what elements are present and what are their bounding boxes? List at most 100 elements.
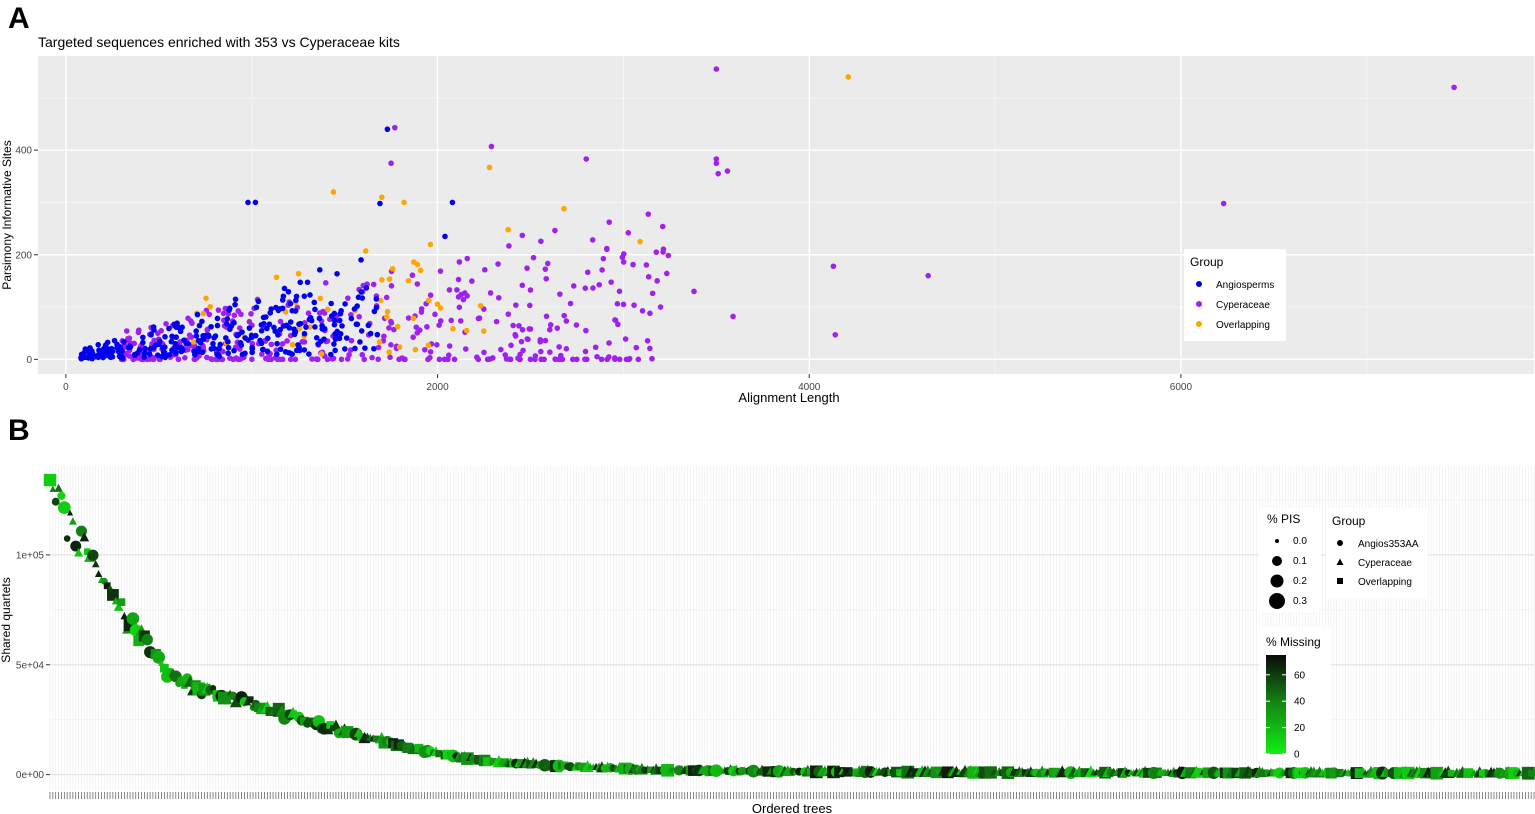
chart-a-point-angiosperms: [306, 351, 312, 357]
chart-a-point-angiosperms: [150, 324, 157, 330]
chart-a-point-cyperaceae: [322, 280, 329, 286]
chart-a-point-angiosperms: [160, 345, 166, 351]
chart-a-point-overlapping: [379, 277, 385, 283]
chart-a-point-angiosperms: [343, 335, 350, 341]
chart-b-y-tick-label: 1e+05: [16, 550, 45, 561]
chart-b-point-overlapping: [1159, 769, 1166, 777]
chart-a-point-angiosperms: [279, 297, 286, 303]
chart-a-point-angiosperms: [297, 279, 304, 286]
chart-a-point-cyperaceae: [527, 356, 534, 363]
chart-b-legend-missing-title: % Missing: [1266, 635, 1321, 649]
chart-a-point-cyperaceae: [329, 356, 336, 362]
chart-a-point-angiosperms: [274, 340, 280, 347]
chart-a-legend-label-angiosperms: Angiosperms: [1216, 280, 1274, 291]
chart-b-ylabel: Shared quartets: [0, 577, 13, 662]
chart-a-point-overlapping: [207, 303, 213, 310]
chart-b-point-overlapping: [762, 766, 773, 777]
chart-a-point-cyperaceae: [231, 312, 238, 319]
panel-label-b: B: [8, 414, 30, 447]
chart-a-point-cyperaceae: [375, 344, 382, 351]
chart-a-point-angiosperms: [357, 339, 363, 345]
chart-a-point-overlapping: [637, 238, 643, 245]
chart-a-point-cyperaceae: [314, 356, 321, 363]
chart-a-point-angiosperms: [79, 355, 85, 362]
chart-a-point-cyperaceae: [248, 310, 254, 317]
chart-a-point-cyperaceae: [519, 282, 526, 289]
chart-b-point-overlapping: [406, 744, 414, 752]
chart-a-point-overlapping: [450, 325, 456, 332]
chart-a-point-cyperaceae: [608, 279, 614, 285]
chart-b-point-angios353aa: [152, 650, 166, 664]
chart-a-point-angiosperms: [214, 322, 221, 329]
chart-a-point-overlapping: [200, 310, 207, 317]
chart-b-point-cyperaceae: [49, 485, 57, 492]
chart-a-point-cyperaceae: [301, 339, 308, 345]
chart-a-x-tick-label: 4000: [798, 382, 821, 393]
chart-b-y-tick-label: 0e+00: [16, 770, 45, 781]
chart-a-y-tick-label: 400: [15, 146, 32, 157]
chart-a-point-cyperaceae: [436, 322, 442, 328]
chart-a-point-cyperaceae: [469, 278, 475, 284]
chart-a-point-angiosperms: [258, 340, 265, 347]
chart-a-point-cyperaceae: [287, 356, 294, 363]
chart-a-point-angiosperms: [277, 326, 283, 333]
chart-a-point-cyperaceae: [832, 331, 839, 338]
chart-a-point-cyperaceae: [383, 294, 390, 301]
chart-a-point-cyperaceae: [649, 290, 656, 297]
chart-a-point-angiosperms: [203, 332, 210, 339]
chart-a-point-overlapping: [190, 339, 197, 345]
chart-a-point-overlapping: [414, 261, 421, 268]
chart-a-point-cyperaceae: [659, 223, 666, 230]
chart-a-point-cyperaceae: [691, 288, 697, 295]
chart-a-point-cyperaceae: [490, 355, 496, 361]
chart-a-point-angiosperms: [162, 334, 168, 340]
chart-a-point-cyperaceae: [454, 287, 460, 293]
chart-a-point-cyperaceae: [346, 351, 352, 358]
chart-a-point-angiosperms: [195, 345, 202, 352]
chart-a-point-cyperaceae: [388, 283, 395, 289]
chart-a-point-angiosperms: [336, 335, 343, 342]
chart-a-point-angiosperms: [301, 330, 308, 337]
chart-a-point-angiosperms: [245, 199, 251, 206]
chart-a-point-cyperaceae: [925, 272, 931, 279]
chart-a-point-cyperaceae: [279, 341, 286, 347]
chart-a-point-cyperaceae: [630, 261, 636, 268]
chart-a-point-angiosperms: [225, 338, 231, 345]
chart-a-point-angiosperms: [255, 298, 262, 305]
chart-a-point-angiosperms: [358, 257, 364, 263]
chart-a-legend-label-overlapping: Overlapping: [1216, 320, 1270, 331]
chart-a-point-cyperaceae: [559, 356, 566, 363]
chart-a-point-angiosperms: [293, 297, 299, 304]
chart-a-point-cyperaceae: [446, 343, 453, 349]
chart-a-point-cyperaceae: [619, 254, 626, 261]
chart-a-point-cyperaceae: [432, 311, 438, 318]
chart-a-point-cyperaceae: [386, 325, 392, 331]
chart-a-y-tick-label: 200: [15, 250, 32, 261]
chart-a-legend-key-cyperaceae: [1196, 301, 1202, 307]
chart-a-point-cyperaceae: [570, 356, 576, 363]
chart-b-point-cyperaceae: [74, 547, 84, 557]
chart-a-point-cyperaceae: [292, 356, 299, 363]
chart-a-point-cyperaceae: [649, 355, 655, 362]
chart-a-point-angiosperms: [246, 325, 253, 331]
chart-a-point-cyperaceae: [220, 310, 227, 317]
chart-a-point-cyperaceae: [391, 326, 397, 333]
chart-a-point-angiosperms: [235, 331, 242, 338]
chart-a-x-tick-label: 0: [63, 382, 69, 393]
chart-a-point-cyperaceae: [512, 331, 518, 338]
chart-a-point-angiosperms: [317, 338, 324, 345]
chart-a-point-cyperaceae: [460, 296, 467, 303]
chart-b-point-cyperaceae: [106, 584, 114, 591]
chart-b-point-overlapping: [246, 696, 254, 704]
chart-a-point-angiosperms: [225, 350, 231, 357]
chart-a-point-overlapping: [505, 226, 511, 233]
chart-a-point-angiosperms: [253, 304, 260, 311]
chart-a-point-cyperaceae: [437, 318, 444, 324]
chart-a-point-overlapping: [377, 297, 384, 304]
chart-a-point-angiosperms: [208, 323, 214, 330]
chart-a-point-cyperaceae: [262, 355, 269, 362]
chart-a-point-cyperaceae: [356, 313, 362, 320]
chart-a-point-cyperaceae: [654, 278, 660, 284]
chart-a-point-cyperaceae: [598, 356, 605, 363]
